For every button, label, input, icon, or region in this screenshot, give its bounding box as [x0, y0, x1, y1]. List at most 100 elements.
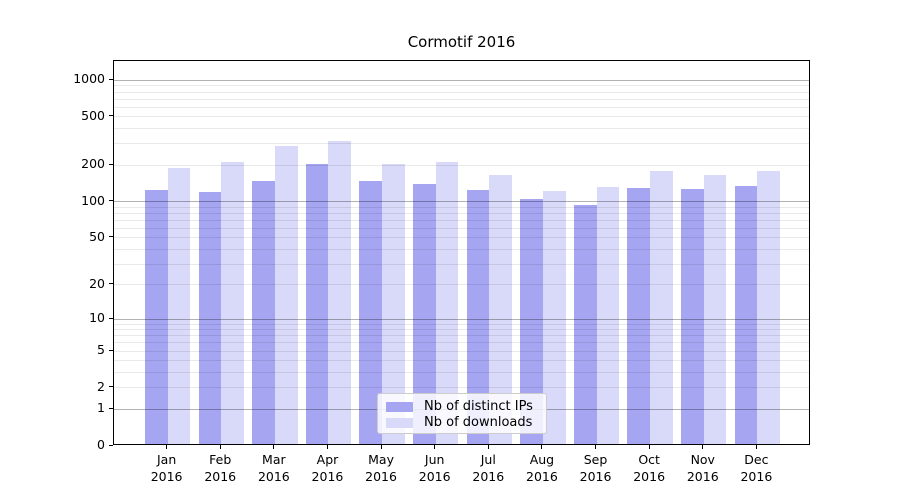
bar-distinct-ips — [573, 205, 597, 444]
x-tick-label: Oct 2016 — [633, 452, 666, 484]
gridline-minor — [114, 91, 809, 93]
x-tick-label: Jul 2016 — [472, 452, 505, 484]
gridline-minor — [114, 237, 809, 239]
gridline-minor — [114, 350, 809, 352]
x-tick-label: Feb 2016 — [204, 452, 237, 484]
gridline-minor — [114, 106, 809, 108]
legend-label-downloads: Nb of downloads — [424, 415, 533, 430]
x-tick-mark — [326, 445, 328, 449]
x-tick-label: Apr 2016 — [311, 452, 344, 484]
bar-distinct-ips — [627, 188, 651, 444]
gridline-minor — [114, 85, 809, 87]
y-tick-label: 20 — [89, 275, 105, 291]
bar-downloads — [703, 175, 727, 444]
y-tick-mark — [109, 163, 113, 165]
bar-distinct-ips — [466, 190, 490, 444]
y-tick-label: 1 — [97, 400, 105, 416]
chart-title: Cormotif 2016 — [407, 33, 516, 51]
y-tick-mark — [109, 317, 113, 319]
legend: Nb of distinct IPs Nb of downloads — [377, 393, 547, 434]
bar-distinct-ips — [520, 199, 543, 444]
x-tick-mark — [219, 445, 221, 449]
bar-downloads — [167, 167, 191, 444]
y-tick-mark — [109, 283, 113, 285]
x-tick-mark — [541, 445, 543, 449]
x-tick-mark — [648, 445, 650, 449]
y-tick-label: 0 — [97, 437, 105, 452]
x-tick-mark — [380, 445, 382, 449]
x-tick-label: Dec 2016 — [740, 452, 773, 484]
y-tick-label: 100 — [81, 192, 105, 208]
gridline-major — [114, 79, 809, 81]
gridline-minor — [114, 98, 809, 100]
gridline-major — [114, 318, 809, 320]
bar-downloads — [328, 140, 352, 444]
bar-distinct-ips — [305, 164, 329, 444]
y-tick-mark — [109, 115, 113, 117]
bar-downloads — [489, 174, 512, 444]
gridline-minor — [114, 284, 809, 286]
y-tick-mark — [109, 386, 113, 388]
legend-item-distinct-ips: Nb of distinct IPs — [386, 399, 538, 415]
gridline-minor — [114, 206, 809, 208]
bars-layer — [114, 61, 809, 444]
bar-downloads — [274, 145, 298, 444]
x-tick-mark — [487, 445, 489, 449]
x-tick-mark — [755, 445, 757, 449]
bar-distinct-ips — [144, 190, 168, 444]
x-tick-mark — [273, 445, 275, 449]
y-tick-label: 5 — [97, 342, 105, 358]
x-tick-label: Mar 2016 — [257, 452, 290, 484]
x-tick-mark — [166, 445, 168, 449]
plot-area — [113, 60, 810, 445]
gridline-minor — [114, 335, 809, 337]
x-tick-mark — [434, 445, 436, 449]
x-tick-label: Nov 2016 — [686, 452, 719, 484]
x-tick-label: Sep 2016 — [579, 452, 612, 484]
x-tick-label: Aug 2016 — [526, 452, 558, 484]
gridline-minor — [114, 323, 809, 325]
x-tick-label: May 2016 — [365, 452, 397, 484]
bar-downloads — [221, 161, 244, 444]
bar-distinct-ips — [198, 191, 222, 444]
legend-swatch-downloads — [386, 418, 413, 428]
y-tick-mark — [109, 78, 113, 80]
gridline-minor — [114, 263, 809, 265]
gridline-minor — [114, 342, 809, 344]
legend-item-downloads: Nb of downloads — [386, 415, 538, 431]
bar-downloads — [596, 186, 620, 444]
x-tick-label: Jan 2016 — [150, 452, 183, 484]
y-tick-label: 10 — [89, 310, 105, 326]
bar-downloads — [435, 162, 459, 444]
bar-downloads — [650, 171, 673, 444]
gridline-minor — [114, 387, 809, 389]
bar-downloads — [542, 190, 566, 444]
x-tick-label: Jun 2016 — [418, 452, 451, 484]
y-tick-mark — [109, 349, 113, 351]
grid-layer — [114, 61, 809, 444]
gridline-minor — [114, 329, 809, 331]
gridline-minor — [114, 128, 809, 130]
gridline-minor — [114, 143, 809, 145]
bar-distinct-ips — [412, 183, 436, 444]
gridline-minor — [114, 212, 809, 214]
y-tick-mark — [109, 236, 113, 238]
bar-distinct-ips — [681, 189, 704, 444]
x-tick-mark — [595, 445, 597, 449]
legend-label-distinct-ips: Nb of distinct IPs — [424, 399, 533, 414]
y-tick-label: 1000 — [73, 71, 105, 87]
x-tick-mark — [702, 445, 704, 449]
bar-distinct-ips — [734, 185, 758, 444]
gridline-minor — [114, 372, 809, 374]
bar-distinct-ips — [252, 180, 275, 444]
y-tick-label: 200 — [81, 156, 105, 172]
gridline-minor — [114, 164, 809, 166]
y-tick-mark — [109, 200, 113, 202]
bar-downloads — [382, 163, 405, 444]
y-tick-label: 2 — [97, 378, 105, 394]
gridline-minor — [114, 227, 809, 229]
gridline-minor — [114, 360, 809, 362]
bar-downloads — [757, 170, 781, 444]
y-tick-label: 500 — [81, 107, 105, 123]
